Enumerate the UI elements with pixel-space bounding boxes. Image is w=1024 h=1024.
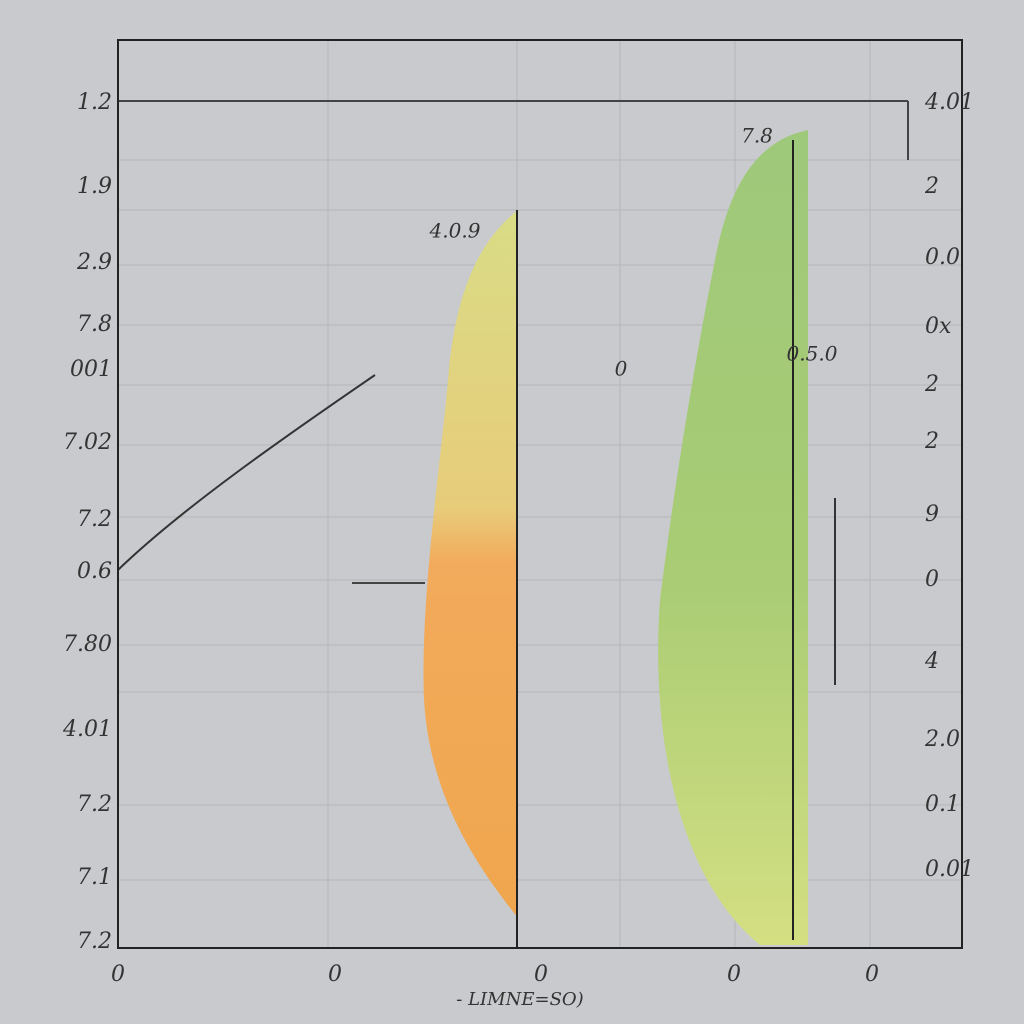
y2-tick-label: 0.01 [925,857,974,882]
x-tick-label: 0 [328,962,342,987]
x-tick-label: 0 [534,962,548,987]
x-tick-label: 0 [727,962,741,987]
y-tick-label: 0.6 [77,559,112,584]
x-tick-label: 0 [111,962,125,987]
y2-tick-label: 2 [924,429,939,454]
y-tick-label: 1.2 [77,90,112,115]
y2-tick-label: 0.0 [925,245,960,270]
y-tick-label: 7.80 [63,632,112,657]
orange-area [423,210,518,918]
y-tick-label: 7.2 [77,792,112,817]
y-tick-label: 7.2 [77,507,112,532]
x-tick-label: 0 [865,962,879,987]
y2-tick-label: 4.01 [924,90,974,115]
annotation: 0.5.0 [787,342,838,366]
annotation: 7.8 [741,124,773,148]
y-tick-label: 1.9 [77,174,112,199]
sketch-line [117,374,376,571]
y2-tick-label: 2 [924,174,939,199]
y2-tick-label: 0.1 [925,792,960,817]
y-tick-label: 7.2 [77,929,112,954]
x-axis-label: - LIMNE=SO) [456,989,583,1010]
y2-tick-label: 4 [924,649,939,674]
y2-tick-label: 9 [925,502,939,527]
y-tick-label: 7.1 [77,865,112,890]
grid [118,40,962,948]
y2-tick-label: 0x [925,314,952,339]
plot-frame [117,39,963,949]
y2-tick-label: 0 [925,567,939,592]
y-tick-label: 2.9 [76,250,112,275]
y-tick-label: 7.02 [63,430,112,455]
y2-tick-label: 2 [924,372,939,397]
annotation: 0 [615,357,628,381]
y2-tick-label: 2.0 [924,727,960,752]
green-area [658,130,808,945]
y-tick-label: 001 [70,357,112,382]
y-tick-label: 4.01 [62,717,112,742]
y-tick-label: 7.8 [77,312,112,337]
annotation: 4.0.9 [429,219,481,243]
